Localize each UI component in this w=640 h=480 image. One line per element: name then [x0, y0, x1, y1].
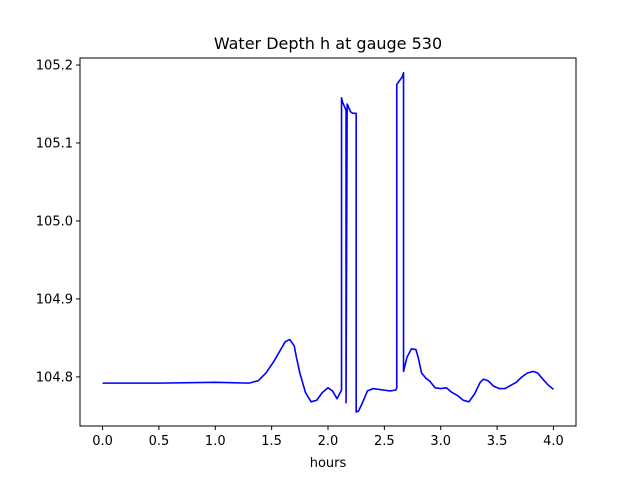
y-tick-label: 104.8: [36, 370, 73, 385]
x-axis: 0.0 0.5 1.0 1.5 2.0 2.5 3.0 3.5 4.0: [92, 426, 564, 449]
x-tick-label: 1.5: [261, 434, 282, 449]
plot-area: [80, 58, 576, 426]
plot-frame: [79, 57, 577, 427]
series-layer: [102, 72, 554, 413]
y-tick-label: 105.1: [36, 136, 73, 151]
x-tick-label: 3.0: [430, 434, 451, 449]
x-tick-label: 0.5: [149, 434, 170, 449]
x-tick-label: 1.0: [205, 434, 226, 449]
x-tick-label: 2.0: [318, 434, 339, 449]
y-tick-label: 105.2: [36, 59, 73, 74]
y-tick-label: 104.9: [36, 292, 73, 307]
y-axis: 104.8 104.9 105.0 105.1 105.2: [36, 59, 80, 385]
x-tick-label: 4.0: [543, 434, 564, 449]
water-depth-line: [102, 72, 554, 413]
chart-title: Water Depth h at gauge 530: [214, 34, 442, 53]
x-tick-label: 0.0: [92, 434, 113, 449]
x-tick-label: 3.5: [487, 434, 508, 449]
x-axis-label: hours: [310, 456, 347, 471]
x-tick-label: 2.5: [374, 434, 395, 449]
y-tick-label: 105.0: [36, 214, 73, 229]
